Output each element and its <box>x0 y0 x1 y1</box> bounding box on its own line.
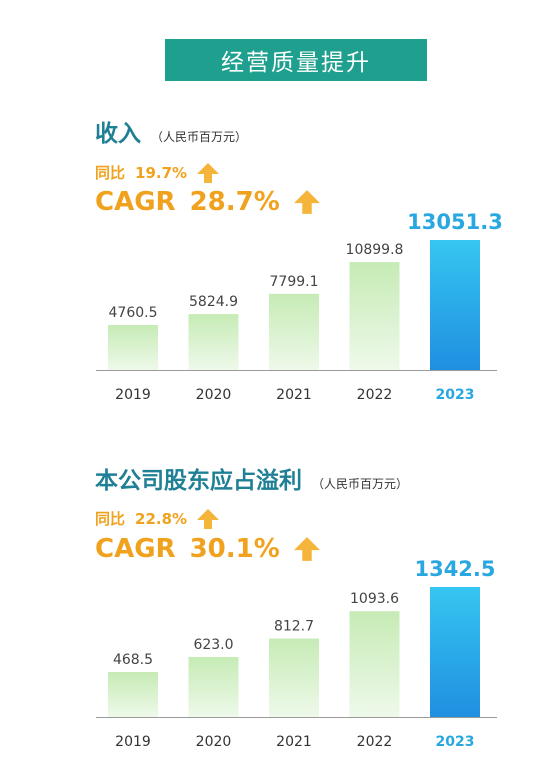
revenue-cagr-value: 28.7% <box>189 187 280 217</box>
profit-unit: （人民币百万元） <box>312 477 409 491</box>
bar-value-label: 468.5 <box>113 652 153 668</box>
profit-cagr-value: 30.1% <box>189 534 280 564</box>
up-arrow-icon <box>293 537 320 561</box>
bar-value-label: 1342.5 <box>414 557 495 581</box>
revenue-cagr: CAGR 28.7% <box>95 187 320 217</box>
x-tick-label: 2022 <box>357 734 393 750</box>
revenue-bar-chart: 4760.5 2019 5824.9 2020 7799.1 2021 10899.8 202… <box>96 210 503 403</box>
profit-title: 本公司股东应占溢利 <box>95 468 302 494</box>
bar-value-label: 5824.9 <box>189 294 238 310</box>
profit-cagr-label: CAGR <box>95 534 176 564</box>
x-tick-label: 2021 <box>276 734 312 750</box>
x-tick-label: 2023 <box>436 387 475 403</box>
bar-value-label: 10899.8 <box>346 242 404 258</box>
profit-title-row: 本公司股东应占溢利 （人民币百万元） <box>95 461 408 495</box>
profit-cagr: CAGR 30.1% <box>95 534 320 564</box>
x-tick-label: 2019 <box>115 387 151 403</box>
bar-2020 <box>188 656 239 717</box>
bar-2021 <box>269 638 319 717</box>
x-tick-label: 2023 <box>436 734 475 750</box>
up-arrow-icon <box>197 508 220 529</box>
revenue-yoy-value: 19.7% <box>135 163 188 182</box>
x-tick-label: 2020 <box>196 387 232 403</box>
bar-value-label: 1093.6 <box>350 591 399 607</box>
bar-value-label: 7799.1 <box>270 274 319 290</box>
profit-yoy: 同比 22.8% <box>95 508 220 529</box>
bar-value-label: 812.7 <box>274 619 314 635</box>
section-banner: 经营质量提升 <box>165 39 427 81</box>
revenue-cagr-label: CAGR <box>95 187 176 217</box>
x-tick-label: 2022 <box>357 387 393 403</box>
x-tick-label: 2020 <box>196 734 232 750</box>
bar-2019 <box>108 325 158 370</box>
x-tick-label: 2019 <box>115 734 151 750</box>
bar-2020 <box>188 314 239 370</box>
revenue-title: 收入 <box>95 121 141 147</box>
bar-value-label: 13051.3 <box>407 210 503 234</box>
profit-yoy-label: 同比 <box>95 510 126 528</box>
bar-value-label: 623.0 <box>193 637 233 653</box>
up-arrow-icon <box>293 190 320 214</box>
up-arrow-icon <box>197 162 220 183</box>
bar-2023 <box>430 240 480 370</box>
bar-2023 <box>430 587 480 717</box>
bar-value-label: 4760.5 <box>109 305 158 321</box>
revenue-yoy-label: 同比 <box>95 164 126 182</box>
bar-2021 <box>269 293 319 370</box>
revenue-unit: （人民币百万元） <box>151 130 248 144</box>
bar-2019 <box>108 672 158 717</box>
profit-yoy-value: 22.8% <box>135 509 188 528</box>
revenue-title-row: 收入 （人民币百万元） <box>95 114 247 148</box>
bar-2022 <box>349 611 400 717</box>
profit-bar-chart: 468.5 2019 623.0 2020 812.7 2021 1093.6 2022 134… <box>96 557 497 750</box>
revenue-yoy: 同比 19.7% <box>95 162 220 183</box>
x-tick-label: 2021 <box>276 387 312 403</box>
bar-2022 <box>349 262 400 370</box>
